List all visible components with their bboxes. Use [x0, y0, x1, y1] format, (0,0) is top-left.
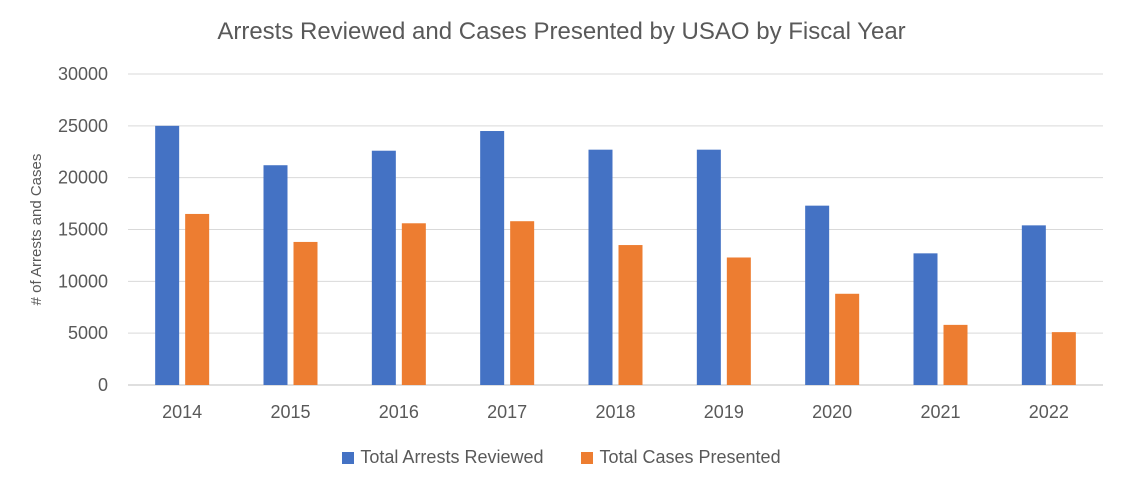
x-tick-label: 2016 — [379, 402, 419, 422]
x-tick-label: 2021 — [920, 402, 960, 422]
x-tick-label: 2019 — [704, 402, 744, 422]
legend-item-arrests: Total Arrests Reviewed — [342, 447, 543, 468]
bar-cases-2018 — [618, 245, 643, 385]
bar-arrests-2016 — [371, 150, 396, 385]
x-tick-label: 2014 — [162, 402, 202, 422]
bar-arrests-2022 — [1021, 225, 1046, 385]
bar-arrests-2015 — [263, 165, 288, 385]
x-tick-label: 2022 — [1029, 402, 1069, 422]
bar-cases-2019 — [726, 257, 751, 385]
y-tick-label: 5000 — [68, 323, 108, 343]
bar-cases-2014 — [185, 213, 210, 385]
bar-cases-2021 — [943, 324, 968, 385]
legend-swatch-cases — [581, 451, 594, 464]
bar-arrests-2020 — [805, 205, 830, 385]
x-tick-label: 2018 — [595, 402, 635, 422]
bar-cases-2020 — [835, 293, 860, 385]
y-axis-label: # of Arrests and Cases — [28, 154, 45, 306]
bar-arrests-2017 — [480, 131, 505, 385]
bar-arrests-2014 — [155, 125, 180, 385]
y-tick-label: 30000 — [58, 64, 108, 84]
y-tick-label: 10000 — [58, 271, 108, 291]
x-tick-label: 2020 — [812, 402, 852, 422]
legend-swatch-arrests — [342, 451, 355, 464]
y-tick-label: 20000 — [58, 168, 108, 188]
bar-arrests-2019 — [696, 149, 721, 385]
y-tick-label: 25000 — [58, 116, 108, 136]
x-tick-label: 2015 — [270, 402, 310, 422]
chart-title: Arrests Reviewed and Cases Presented by … — [217, 18, 906, 45]
bar-arrests-2021 — [913, 253, 938, 385]
x-tick-label: 2017 — [487, 402, 527, 422]
bar-cases-2017 — [510, 221, 535, 385]
legend-item-cases: Total Cases Presented — [581, 447, 781, 468]
y-tick-label: 0 — [98, 375, 108, 395]
legend-label-cases: Total Cases Presented — [599, 447, 781, 467]
bar-cases-2022 — [1051, 332, 1076, 385]
legend-label-arrests: Total Arrests Reviewed — [360, 447, 544, 467]
y-tick-label: 15000 — [58, 220, 108, 240]
bar-cases-2015 — [293, 241, 318, 385]
legend: Total Arrests Reviewed Total Cases Prese… — [0, 447, 1123, 468]
bar-arrests-2018 — [588, 149, 613, 385]
bar-cases-2016 — [401, 223, 426, 385]
